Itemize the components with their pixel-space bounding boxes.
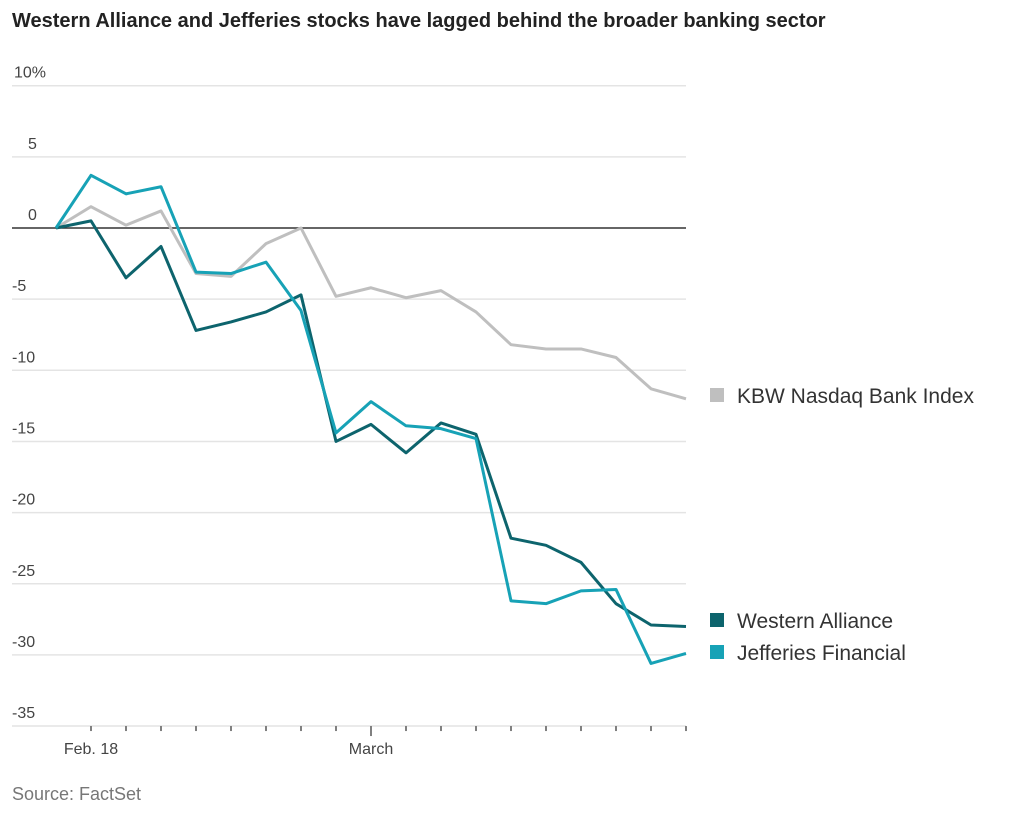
legend-swatch <box>710 645 724 659</box>
x-tick-label: March <box>349 741 393 758</box>
y-tick-label: -5 <box>12 278 26 295</box>
y-tick-label: -35 <box>12 705 35 722</box>
series-line-jefferies-financial <box>54 173 687 665</box>
y-tick-label: -30 <box>12 634 35 651</box>
legend-swatch <box>710 388 724 402</box>
y-tick-label: -15 <box>12 420 35 437</box>
x-tick-label: Feb. 18 <box>64 741 118 758</box>
series-line-kbw-nasdaq-bank-index <box>55 205 687 401</box>
legend-label: Western Alliance <box>737 610 893 633</box>
y-tick-label: 5 <box>28 136 37 153</box>
chart-title: Western Alliance and Jefferies stocks ha… <box>12 10 826 32</box>
y-tick-label: -10 <box>12 349 35 366</box>
source-note: Source: FactSet <box>12 784 142 804</box>
line-chart: 10% 5 0 -5 -10 -15 -20 -25 -30 -35 Feb. 18 March KBW… <box>12 65 974 758</box>
y-tick-label: -20 <box>12 492 35 509</box>
legend-swatch <box>710 613 724 627</box>
y-tick-label: -25 <box>12 563 35 580</box>
legend-label: KBW Nasdaq Bank Index <box>737 385 974 408</box>
legend-label: Jefferies Financial <box>737 642 906 665</box>
y-tick-label: 10% <box>14 65 46 82</box>
y-tick-label: 0 <box>28 207 37 224</box>
series-line-western-alliance <box>55 219 687 628</box>
